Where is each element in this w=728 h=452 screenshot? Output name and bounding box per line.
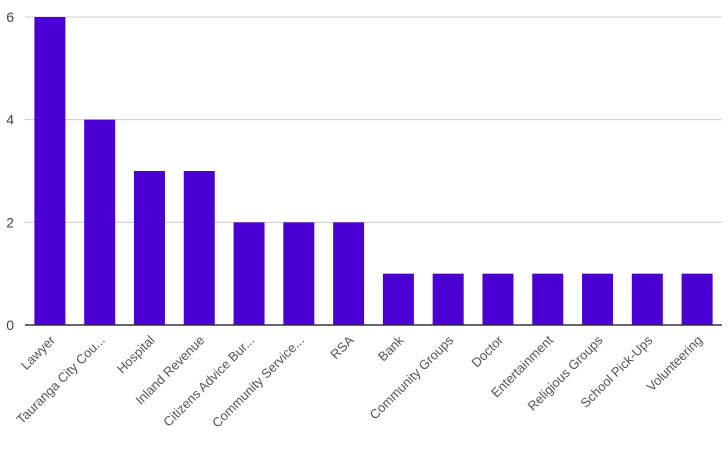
bar: [681, 273, 713, 325]
x-tick-label: Doctor: [468, 332, 506, 370]
bar: [283, 222, 315, 325]
bar: [532, 273, 564, 325]
bar: [482, 273, 514, 325]
bar: [432, 273, 464, 325]
bar: [84, 119, 116, 326]
gridlines: [25, 16, 722, 223]
y-tick-labels: 0 2 4 6: [6, 9, 14, 333]
x-tick-label: Community Service...: [209, 333, 307, 431]
x-tick-label: Community Groups: [367, 332, 457, 422]
bar: [582, 273, 614, 325]
bar: [183, 171, 215, 325]
y-tick-label: 6: [6, 9, 14, 25]
bar: [631, 273, 663, 325]
y-tick-label: 4: [6, 112, 14, 128]
bars: [34, 17, 713, 326]
x-tick-label: Lawyer: [18, 332, 59, 373]
x-tick-label: Bank: [375, 332, 407, 364]
bar: [133, 171, 165, 325]
x-tick-label: Hospital: [114, 332, 158, 376]
bar: [34, 17, 66, 325]
x-tick-label: Tauranga City Cou...: [13, 333, 107, 427]
y-tick-label: 2: [6, 214, 14, 230]
x-tick-label: RSA: [327, 332, 357, 362]
bar: [333, 222, 365, 325]
y-tick-label: 0: [6, 317, 14, 333]
x-tick-label: Citizens Advice Bur...: [160, 333, 257, 430]
bar: [382, 273, 414, 325]
bar: [233, 222, 265, 325]
